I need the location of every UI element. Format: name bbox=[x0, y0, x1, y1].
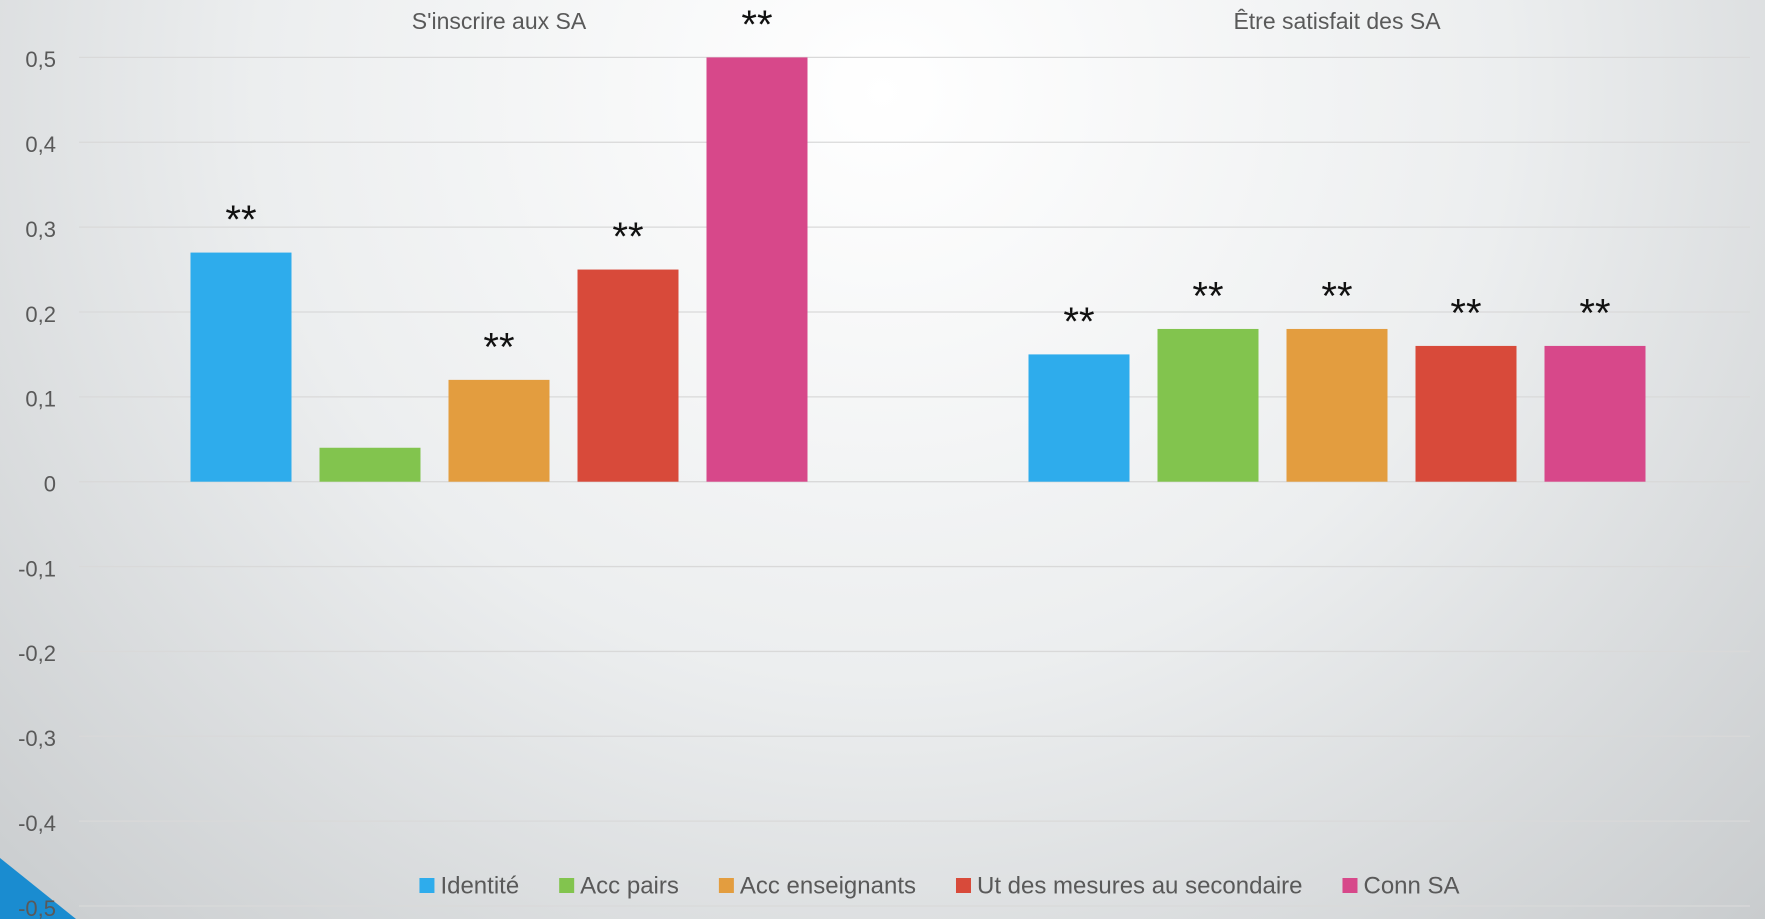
y-tick-label: 0,2 bbox=[25, 302, 56, 327]
legend-swatch bbox=[718, 878, 734, 893]
significance-label: ** bbox=[1063, 300, 1094, 344]
legend-swatch bbox=[559, 878, 575, 893]
y-tick-label: 0,4 bbox=[25, 132, 56, 157]
bar bbox=[1286, 328, 1388, 482]
significance-label: ** bbox=[612, 215, 643, 259]
bar bbox=[319, 447, 421, 482]
legend-swatch bbox=[419, 878, 435, 893]
legend-label: Identité bbox=[440, 872, 519, 899]
corner-decoration bbox=[0, 858, 76, 919]
bar bbox=[706, 57, 808, 482]
bar bbox=[448, 379, 550, 482]
bar bbox=[1028, 354, 1130, 482]
bar bbox=[190, 252, 292, 482]
y-tick-label: 0,1 bbox=[25, 387, 56, 412]
legend-label: Acc pairs bbox=[580, 872, 679, 899]
y-tick-label: -0,5 bbox=[18, 896, 56, 919]
legend-label: Acc enseignants bbox=[740, 872, 916, 899]
significance-label: ** bbox=[1450, 291, 1481, 335]
legend-swatch bbox=[1342, 878, 1358, 893]
significance-label: ** bbox=[1579, 291, 1610, 335]
bar bbox=[1157, 328, 1259, 482]
y-tick-label: -0,4 bbox=[18, 811, 56, 836]
y-tick-label: 0,3 bbox=[25, 217, 56, 242]
bar bbox=[577, 269, 679, 482]
y-tick-label: 0 bbox=[44, 472, 56, 497]
y-tick-label: -0,1 bbox=[18, 556, 56, 581]
y-tick-label: -0,2 bbox=[18, 641, 56, 666]
y-tick-label: 0,5 bbox=[25, 47, 56, 72]
legend-label: Conn SA bbox=[1363, 872, 1459, 899]
category-label: S'inscrire aux SA bbox=[412, 8, 587, 34]
significance-label: ** bbox=[483, 325, 514, 369]
significance-label: ** bbox=[1321, 275, 1352, 319]
significance-label: ** bbox=[225, 198, 256, 242]
legend-swatch bbox=[955, 878, 971, 893]
bar bbox=[1415, 345, 1517, 482]
y-tick-label: -0,3 bbox=[18, 726, 56, 751]
category-label: Être satisfait des SA bbox=[1233, 8, 1441, 34]
bar bbox=[1544, 345, 1646, 482]
significance-label: ** bbox=[1192, 275, 1223, 319]
legend-label: Ut des mesures au secondaire bbox=[977, 872, 1303, 899]
significance-label: ** bbox=[741, 3, 772, 47]
